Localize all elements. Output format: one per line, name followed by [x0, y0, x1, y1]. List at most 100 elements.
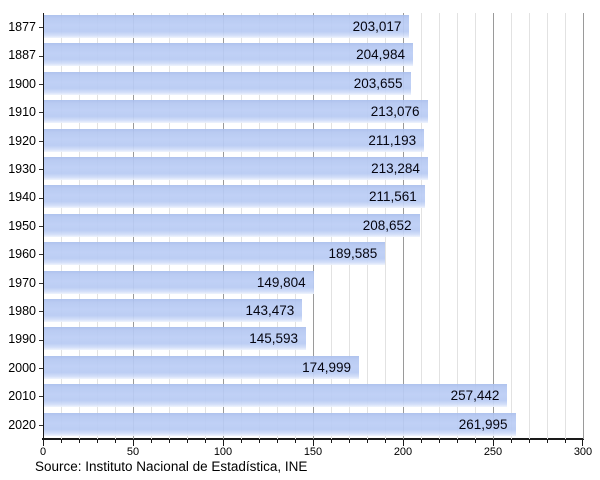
x-axis-tick: [511, 440, 512, 443]
x-axis-tick: [403, 440, 404, 446]
x-axis-tick-label: 0: [39, 446, 47, 458]
bar-value-label: 208,652: [362, 217, 412, 233]
y-axis-tick: [39, 112, 43, 114]
x-axis-tick: [133, 440, 134, 446]
bar-value-label: 143,473: [245, 303, 295, 318]
y-axis-tick: [39, 254, 43, 256]
bar-value-label: 174,999: [302, 359, 351, 375]
bar: [44, 71, 411, 95]
bar-value-label: 189,585: [328, 246, 378, 262]
x-axis-tick: [43, 440, 44, 446]
x-axis-tick: [295, 440, 296, 443]
minor-gridline: [511, 13, 512, 439]
y-axis-tick: [39, 169, 43, 171]
y-axis-tick: [39, 282, 43, 284]
x-axis-tick-label: 150: [303, 446, 323, 458]
x-axis-tick: [565, 440, 566, 443]
x-axis-tick: [367, 440, 368, 443]
x-axis-tick: [223, 440, 224, 446]
y-axis-tick: [39, 396, 43, 398]
y-axis-label: 1950: [8, 218, 36, 233]
bar: [44, 270, 314, 294]
y-axis-label: 1990: [8, 332, 36, 347]
y-axis-label: 1910: [8, 105, 36, 120]
y-axis-tick: [39, 27, 43, 29]
x-axis-tick: [385, 440, 386, 443]
source-note: Source: Instituto Nacional de Estadístic…: [35, 459, 308, 474]
major-gridline: [493, 13, 494, 439]
bar: [44, 355, 359, 379]
y-axis-label: 1887: [8, 48, 36, 63]
bar-value-label: 261,995: [458, 416, 508, 432]
y-axis-label: 1920: [8, 133, 36, 148]
bar-value-label: 257,442: [450, 388, 500, 404]
x-axis-tick: [582, 440, 583, 446]
bar: [44, 100, 428, 124]
bar-value-label: 149,804: [256, 274, 306, 290]
x-axis-tick-label: 300: [573, 446, 593, 458]
bar: [44, 213, 420, 237]
y-axis-tick: [39, 424, 43, 426]
y-axis-label: 1940: [8, 190, 36, 205]
bar: [44, 157, 428, 180]
y-axis-label: 1970: [8, 275, 36, 290]
x-axis-tick: [187, 440, 188, 443]
bar: [44, 185, 425, 209]
x-axis-tick: [277, 440, 278, 443]
x-axis-tick: [205, 440, 206, 443]
bar: [44, 412, 516, 436]
x-axis-tick: [313, 440, 314, 446]
bar-value-label: 204,984: [356, 47, 405, 63]
y-axis-label: 2000: [8, 360, 36, 375]
x-axis-tick-label: 200: [393, 446, 413, 458]
x-axis-tick: [421, 440, 422, 443]
y-axis-tick: [39, 339, 43, 341]
bar-value-label: 213,284: [371, 161, 420, 176]
x-axis-tick: [331, 440, 332, 443]
minor-gridline: [529, 13, 530, 439]
x-axis-tick: [79, 440, 80, 443]
bar-value-label: 203,655: [353, 75, 403, 91]
y-axis-label: 1980: [8, 304, 36, 318]
y-axis-tick: [39, 140, 43, 142]
y-axis-tick: [39, 368, 43, 369]
bar: [44, 384, 508, 408]
bar-value-label: 213,076: [370, 104, 420, 120]
minor-gridline: [565, 13, 566, 439]
x-axis-tick: [493, 440, 494, 446]
bar-value-label: 211,193: [368, 132, 417, 148]
y-axis-tick: [39, 84, 43, 85]
x-axis-tick: [529, 440, 530, 443]
y-axis-label: 1960: [8, 247, 36, 262]
bar: [44, 43, 413, 67]
bar: [44, 327, 307, 351]
x-axis-tick: [349, 440, 350, 443]
y-axis-tick: [39, 226, 43, 227]
minor-gridline: [475, 13, 476, 439]
y-axis-label: 2010: [8, 389, 36, 404]
x-axis-tick: [475, 440, 476, 443]
x-axis-tick: [241, 440, 242, 443]
bar: [44, 299, 303, 322]
minor-gridline: [421, 13, 422, 439]
y-axis-tick: [39, 311, 43, 313]
x-axis-tick-label: 250: [483, 446, 503, 458]
x-axis-tick: [547, 440, 548, 443]
x-axis-tick: [115, 440, 116, 443]
bar: [44, 128, 425, 152]
major-gridline: [583, 13, 584, 439]
y-axis-label: 1900: [8, 76, 36, 91]
x-axis-tick: [457, 440, 458, 443]
bar-value-label: 145,593: [249, 331, 299, 347]
x-axis-tick-label: 100: [213, 446, 233, 458]
x-axis-line: [42, 438, 584, 440]
y-axis-label: 1930: [8, 162, 36, 176]
x-axis-tick: [439, 440, 440, 443]
plot-area: 203,017 204,984 203,655 213,076 211,193 213,2…: [43, 13, 584, 439]
y-axis-label: 1877: [8, 20, 36, 34]
x-axis-tick: [97, 440, 98, 443]
x-axis-tick: [151, 440, 152, 443]
minor-gridline: [439, 13, 440, 439]
bar-value-label: 211,561: [368, 189, 417, 205]
y-axis-label: 2020: [8, 417, 36, 432]
